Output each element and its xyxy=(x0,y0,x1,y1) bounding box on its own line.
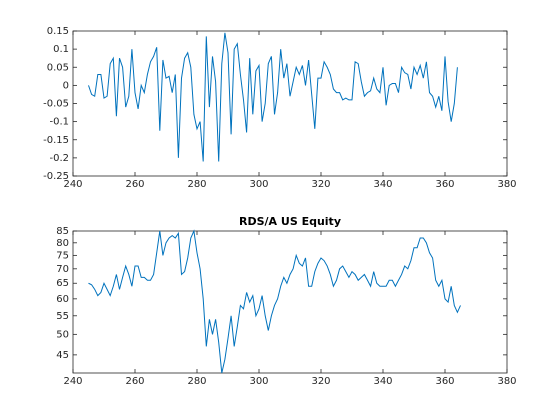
x-tick-label: 240 xyxy=(63,179,82,190)
y-tick-label: -0.15 xyxy=(43,135,69,146)
y-tick-label: 60 xyxy=(56,294,69,305)
x-tick-label: 280 xyxy=(187,376,206,387)
y-tick-label: 0.15 xyxy=(47,26,69,37)
y-tick-label: 65 xyxy=(56,278,69,289)
y-tick-label: 0.1 xyxy=(53,44,69,55)
x-tick-label: 320 xyxy=(311,179,330,190)
x-tick-label: 360 xyxy=(435,376,454,387)
x-tick-label: 380 xyxy=(497,376,516,387)
y-tick-label: 50 xyxy=(56,329,69,340)
x-tick-label: 300 xyxy=(249,376,268,387)
axes-frame xyxy=(72,230,508,374)
y-tick-label: 0.05 xyxy=(47,62,69,73)
x-tick-label: 320 xyxy=(311,376,330,387)
y-tick-label: -0.25 xyxy=(43,171,69,182)
y-tick-label: 45 xyxy=(56,350,69,361)
y-tick-label: 85 xyxy=(56,226,69,237)
y-tick-label: 55 xyxy=(56,311,69,322)
x-tick-label: 260 xyxy=(125,376,144,387)
y-tick-label: 80 xyxy=(56,238,69,249)
y-tick-label: 70 xyxy=(56,264,69,275)
x-tick-label: 300 xyxy=(249,179,268,190)
x-tick-label: 340 xyxy=(373,179,392,190)
y-tick-label: 75 xyxy=(56,250,69,261)
chart-title: RDS/A US Equity xyxy=(239,215,341,228)
x-tick-label: 240 xyxy=(63,376,82,387)
x-tick-label: 280 xyxy=(187,179,206,190)
x-tick-label: 340 xyxy=(373,376,392,387)
x-tick-label: 380 xyxy=(497,179,516,190)
line-series xyxy=(88,229,461,374)
line-series xyxy=(88,32,458,162)
x-tick-label: 260 xyxy=(125,179,144,190)
y-tick-label: -0.05 xyxy=(43,99,69,110)
y-tick-label: -0.2 xyxy=(49,153,69,164)
y-tick-label: -0.1 xyxy=(49,117,69,128)
y-tick-label: 0 xyxy=(63,80,69,91)
x-tick-label: 360 xyxy=(435,179,454,190)
